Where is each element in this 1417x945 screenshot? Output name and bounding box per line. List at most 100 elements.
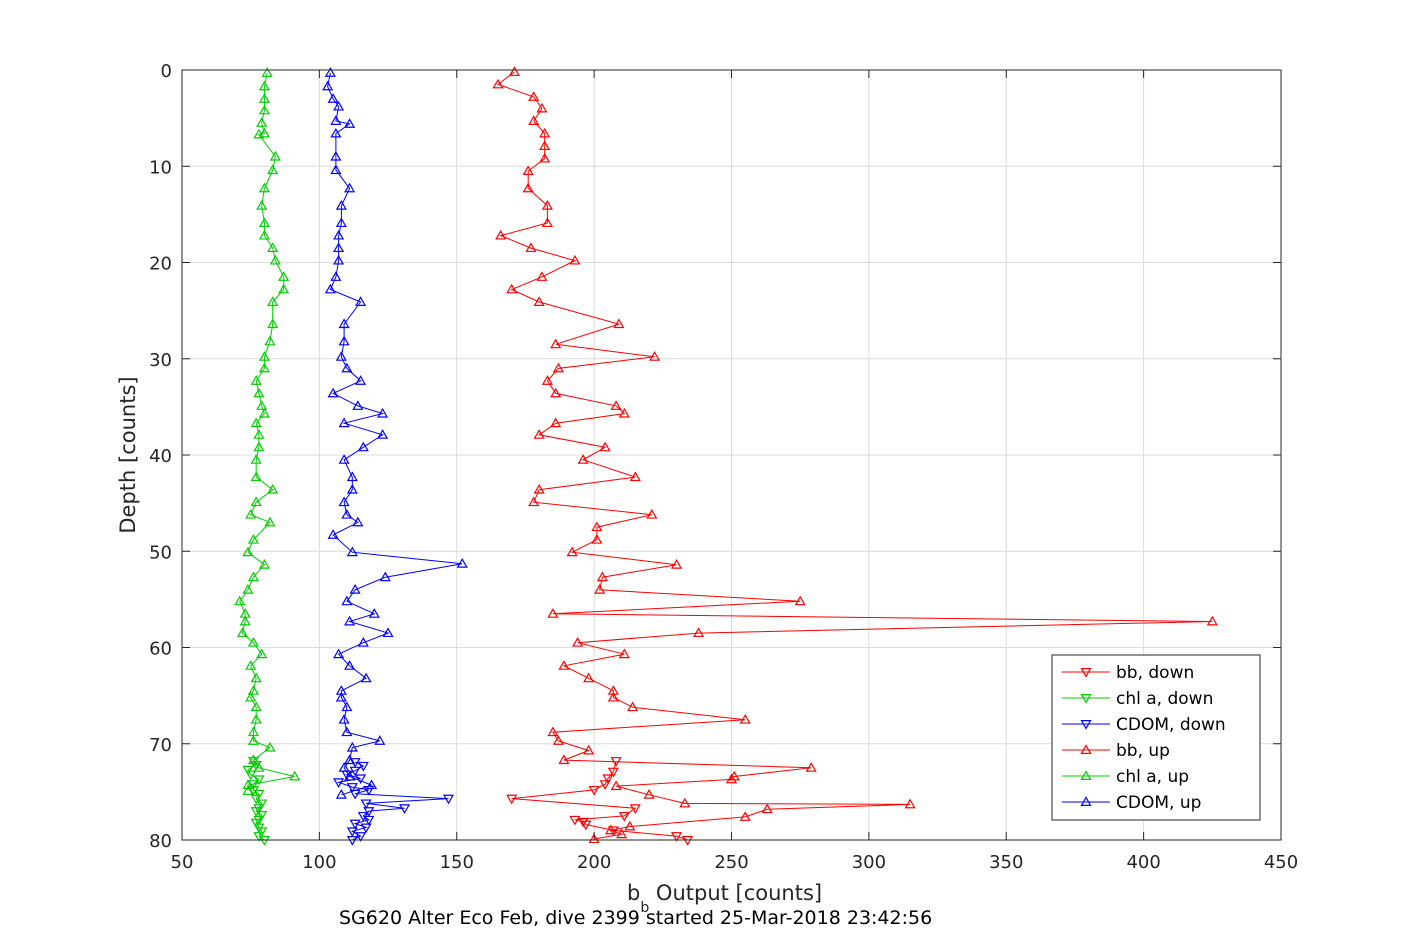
data-point xyxy=(278,283,290,294)
data-point xyxy=(333,778,345,788)
data-point xyxy=(247,754,259,765)
data-point xyxy=(346,546,358,557)
data-point xyxy=(344,118,356,128)
legend-label: bb, up xyxy=(1116,741,1170,761)
data-point xyxy=(442,794,455,805)
data-point xyxy=(541,217,553,228)
data-point xyxy=(805,762,817,772)
data-point xyxy=(618,648,630,659)
data-point xyxy=(761,803,773,814)
data-point xyxy=(253,815,265,826)
data-point xyxy=(258,217,270,228)
data-point xyxy=(256,200,268,210)
data-point xyxy=(253,441,265,452)
data-point xyxy=(335,200,347,210)
data-point xyxy=(607,691,619,702)
data-point xyxy=(602,774,614,785)
legend-item: CDOM, up xyxy=(1062,793,1201,813)
data-point xyxy=(236,627,248,638)
data-point xyxy=(344,615,356,626)
data-point xyxy=(671,559,683,569)
data-point xyxy=(338,335,350,346)
data-point xyxy=(256,799,268,810)
data-point xyxy=(572,636,584,647)
y-tick-label: 40 xyxy=(149,446,172,467)
data-point xyxy=(355,375,367,385)
data-point xyxy=(550,387,562,398)
data-point xyxy=(357,761,369,772)
x-tick-label: 400 xyxy=(1126,852,1160,873)
data-point xyxy=(583,672,595,683)
data-point xyxy=(333,254,345,265)
y-tick-label: 80 xyxy=(149,831,172,852)
data-point xyxy=(267,242,279,253)
data-point xyxy=(258,351,270,361)
data-point xyxy=(338,762,350,772)
data-point xyxy=(599,780,611,790)
data-point xyxy=(525,242,537,253)
data-point xyxy=(624,820,636,831)
data-point xyxy=(492,78,504,89)
data-point xyxy=(495,229,507,240)
data-point xyxy=(550,338,562,349)
data-point xyxy=(610,400,622,410)
data-point xyxy=(341,362,353,373)
data-point xyxy=(245,691,257,702)
y-tick-label: 70 xyxy=(149,735,172,756)
data-point xyxy=(374,735,386,745)
data-point xyxy=(338,713,350,724)
data-point xyxy=(366,779,378,790)
x-axis-label: bb Output [counts] xyxy=(627,881,822,916)
x-tick-label: 450 xyxy=(1264,852,1298,873)
y-tick-label: 0 xyxy=(161,61,172,82)
data-point xyxy=(242,785,254,795)
data-point xyxy=(267,164,279,175)
legend-item: chl a, down xyxy=(1062,689,1213,709)
data-point xyxy=(508,66,520,76)
data-point xyxy=(591,521,603,532)
data-point xyxy=(506,283,518,294)
data-point xyxy=(360,799,372,810)
data-point xyxy=(346,827,358,838)
legend-box xyxy=(1051,654,1261,821)
data-point xyxy=(643,789,655,799)
data-point xyxy=(250,454,262,464)
data-point xyxy=(335,351,347,361)
data-point xyxy=(253,789,265,800)
data-point xyxy=(247,636,259,647)
data-point xyxy=(330,115,342,125)
data-point xyxy=(338,454,350,464)
x-axis-label-rest: Output [counts] xyxy=(649,881,822,905)
x-tick-label: 150 xyxy=(440,852,474,873)
data-point xyxy=(629,804,641,814)
data-point xyxy=(541,375,553,385)
data-point xyxy=(338,318,350,329)
series-chl-a-down xyxy=(242,757,270,846)
data-point xyxy=(330,164,342,175)
data-point xyxy=(379,571,391,582)
data-point xyxy=(357,636,369,647)
data-point xyxy=(596,571,608,582)
data-point xyxy=(352,400,364,410)
data-point xyxy=(588,833,600,844)
data-point xyxy=(256,117,268,127)
data-point xyxy=(368,608,380,618)
legend-item: bb, down xyxy=(1062,663,1194,683)
data-point xyxy=(355,832,367,842)
y-tick-label: 50 xyxy=(149,542,172,563)
data-point xyxy=(541,200,553,210)
data-point xyxy=(239,615,251,626)
data-point xyxy=(547,608,559,618)
data-point xyxy=(569,254,581,265)
data-point xyxy=(349,758,361,768)
data-point xyxy=(904,798,916,809)
data-point xyxy=(539,152,551,163)
data-point xyxy=(341,726,353,737)
series-bb-up xyxy=(492,66,1218,844)
legend-marker xyxy=(1080,668,1092,678)
data-point xyxy=(377,407,389,418)
data-point xyxy=(547,726,559,737)
data-point xyxy=(264,741,276,752)
data-point xyxy=(247,685,259,695)
